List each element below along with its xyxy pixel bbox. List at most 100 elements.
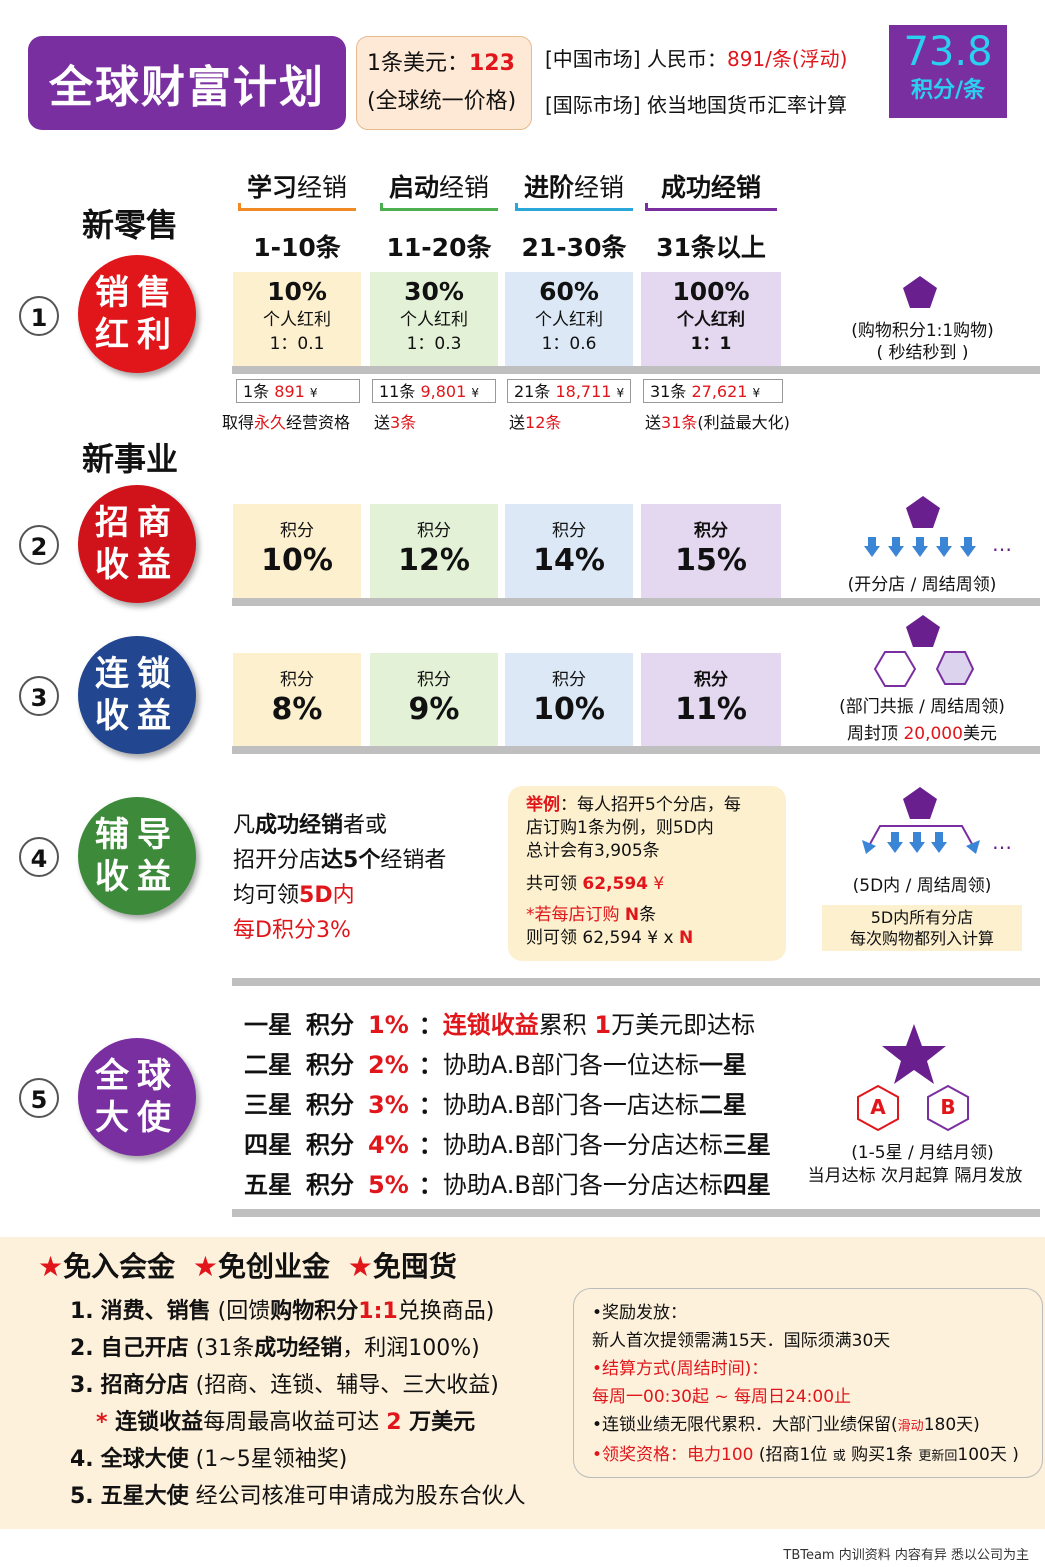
points-cell: 积分 14% — [505, 504, 633, 598]
points-cell: 积分 10% — [233, 504, 361, 598]
points-label: 积分 — [417, 670, 451, 690]
example-box: 举例：每人招开5个分店，每 店订购1条为例，则5D内 总计会有3,905条 共可… — [508, 786, 786, 961]
bonus-cell: 60% 个人红利 1：0.6 — [505, 272, 633, 366]
ball-coaching-income: 辅导 收益 — [78, 797, 196, 915]
list-item-5: 5. 五星大使 经公司核准可申请成为股东合伙人 — [70, 1484, 526, 1509]
level-header-underline — [238, 203, 356, 211]
list-item-3-sub: * 连锁收益每周最高收益可达 2 万美元 — [96, 1410, 476, 1435]
bonus-ratio: 1：0.1 — [269, 334, 325, 354]
points-value: 73.8 — [903, 29, 993, 75]
bonus-pct: 100% — [672, 277, 750, 306]
bonus-pct: 60% — [539, 277, 599, 306]
pentagon-icon — [903, 787, 937, 819]
ellipsis-icon: … — [992, 532, 1012, 556]
row5-side-1: (1-5星 / 月结月领) — [851, 1143, 994, 1163]
points-cell: 积分 11% — [641, 653, 781, 747]
points-label: 积分 — [694, 521, 728, 541]
star-row: 四星 积分 4% ：协助A.B部门各一分店达标三星 — [244, 1131, 771, 1159]
points-pct: 14% — [533, 543, 605, 578]
hexagon-pair-icon — [874, 651, 974, 687]
hexagon-ab-icon — [857, 1084, 969, 1132]
pentagon-icon — [906, 496, 940, 528]
bonus-label: 个人红利 — [535, 310, 603, 330]
points-pct: 11% — [675, 692, 747, 727]
china-market: [中国市场] 人民币：891/条(浮动) — [545, 47, 848, 71]
shelf-5 — [232, 1209, 1040, 1217]
level-range: 11-20条 — [386, 233, 492, 262]
bonus-cell: 100% 个人红利 1：1 — [641, 272, 781, 366]
down-arrows-icon — [864, 537, 976, 557]
list-item-3: 3. 招商分店 (招商、连锁、辅导、三大收益) — [70, 1373, 499, 1398]
section-retail: 新零售 — [82, 206, 179, 244]
level-range: 1-10条 — [253, 233, 341, 262]
points-cell: 积分 15% — [641, 504, 781, 598]
points-label: 积分 — [280, 521, 314, 541]
bonus-ratio: 1：0.3 — [406, 334, 462, 354]
level-range: 21-30条 — [521, 233, 627, 262]
hex-label-b: B — [940, 1095, 956, 1119]
level-header: 进阶经销 — [523, 173, 625, 202]
points-pct: 9% — [408, 692, 460, 727]
row4-text: 凡成功经销者或 招开分店达5个经销者 均可领5D内 每D积分3% — [233, 813, 447, 943]
price-cell: 31条 27,621 ¥ — [643, 379, 783, 403]
info-box: •奖励发放： 新人首次提领需满15天．国际须满30天 •结算方式(周结时间)： … — [573, 1288, 1043, 1478]
shelf-4 — [232, 978, 1040, 986]
points-pct: 10% — [533, 692, 605, 727]
price-note: 送12条 — [509, 413, 562, 432]
points-label: 积分 — [280, 670, 314, 690]
level-header: 启动经销 — [388, 173, 490, 202]
points-pct: 12% — [398, 543, 470, 578]
bonus-pct: 10% — [267, 277, 327, 306]
shelf-1 — [232, 366, 1040, 374]
price-usd: 123 — [469, 51, 515, 76]
points-label: 积分 — [694, 670, 728, 690]
pentagon-icon — [903, 276, 937, 308]
price-box: 1条美元：123 (全球统一价格) — [356, 36, 532, 130]
points-cell: 积分 9% — [370, 653, 498, 747]
pentagon-icon — [906, 615, 940, 647]
bonus-label: 个人红利 — [263, 310, 331, 330]
price-note: 送3条 — [374, 413, 417, 432]
level-header-underline — [645, 203, 777, 211]
row4-side: (5D内 / 周结周领) — [852, 876, 992, 896]
level-range: 31条以上 — [656, 233, 766, 262]
row4-side-box: 5D内所有分店 每次购物都列入计算 — [822, 905, 1022, 951]
points-label: 积分 — [417, 521, 451, 541]
points-label: 积分 — [552, 521, 586, 541]
bonus-ratio: 1：1 — [690, 334, 732, 354]
list-item-1: 1. 消费、销售 (回馈购物积分1:1兑换商品) — [70, 1299, 495, 1324]
bonus-label: 个人红利 — [677, 310, 745, 330]
star-row: 一星 积分 1% ：连锁收益累积 1万美元即达标 — [244, 1011, 756, 1039]
bonus-cell: 10% 个人红利 1：0.1 — [233, 272, 361, 366]
row3-side-1: (部门共振 / 周结周领) — [839, 697, 1005, 717]
star-row: 三星 积分 3% ：协助A.B部门各一店达标二星 — [244, 1091, 747, 1119]
ellipsis-icon: … — [992, 830, 1012, 854]
hex-label-a: A — [870, 1095, 886, 1119]
price-note: 送31条(利益最大化) — [645, 413, 790, 432]
level-header-underline — [380, 203, 498, 211]
bonus-label: 个人红利 — [400, 310, 468, 330]
row-number-3: 3 — [19, 676, 59, 716]
points-cell: 积分 8% — [233, 653, 361, 747]
price-note: (全球统一价格) — [367, 89, 517, 114]
row3-side-2: 周封顶 20,000美元 — [847, 724, 997, 744]
points-pct: 8% — [271, 692, 323, 727]
bonus-ratio: 1：0.6 — [541, 334, 597, 354]
row-number-1: 1 — [19, 296, 59, 336]
points-cell: 积分 12% — [370, 504, 498, 598]
list-item-2: 2. 自己开店 (31条成功经销，利润100%) — [70, 1336, 480, 1361]
footer-note: TBTeam 内训资料 内容有异 悉以公司为主 — [783, 1548, 1029, 1563]
price-cell: 21条 18,711 ¥ — [507, 379, 631, 403]
ball-global-ambassador: 全球 大使 — [78, 1038, 196, 1156]
star-row: 二星 积分 2% ：协助A.B部门各一位达标一星 — [244, 1051, 747, 1079]
points-label: 积分 — [552, 670, 586, 690]
ball-chain-income: 连锁 收益 — [78, 636, 196, 754]
bonus-cell: 30% 个人红利 1：0.3 — [370, 272, 498, 366]
branching-arrows-icon — [862, 825, 980, 854]
star-icon — [882, 1024, 946, 1084]
row-number-4: 4 — [19, 837, 59, 877]
page-title: 全球财富计划 — [28, 36, 346, 130]
row1-side-2: ( 秒结秒到 ) — [876, 343, 969, 363]
price-note: 取得永久经营资格 — [222, 413, 351, 432]
points-unit: 积分/条 — [910, 78, 986, 103]
